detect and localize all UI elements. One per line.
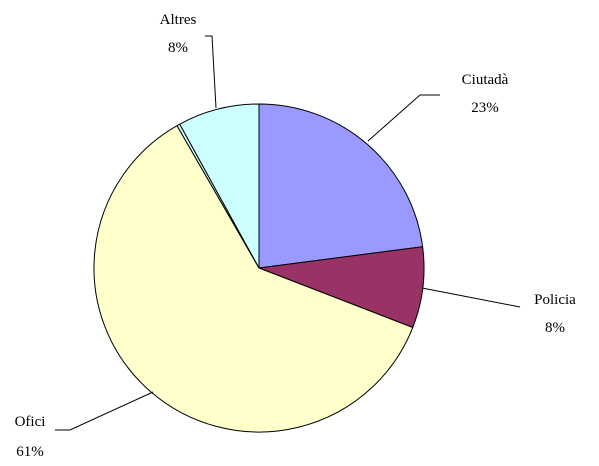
slice-label-percent-altres: 8% (168, 40, 188, 56)
slice-label-percent-ofici: 61% (16, 444, 44, 460)
pie-slice-ciutada-0 (258, 103, 424, 269)
leader-lines (55, 35, 521, 431)
leader-line-ofici (55, 391, 154, 431)
slice-label-percent-policia: 8% (545, 320, 565, 336)
leader-line-policia (421, 287, 521, 308)
data-labels: Ciutadà 23% Policia 8% Ofici 61% Altres 8% (15, 12, 577, 460)
pie-slices (93, 103, 425, 433)
pie-slice-altres-4 (179, 103, 260, 269)
slice-label-name-ofici: Ofici (15, 414, 46, 430)
slice-label-name-policia: Policia (534, 292, 576, 308)
leader-line-altres (205, 35, 217, 109)
slice-label-name-ciutada: Ciutadà (462, 72, 509, 88)
slice-label-name-altres: Altres (160, 12, 197, 28)
leader-line-ciutada (367, 94, 440, 142)
slice-label-percent-ciutada: 23% (471, 100, 499, 116)
